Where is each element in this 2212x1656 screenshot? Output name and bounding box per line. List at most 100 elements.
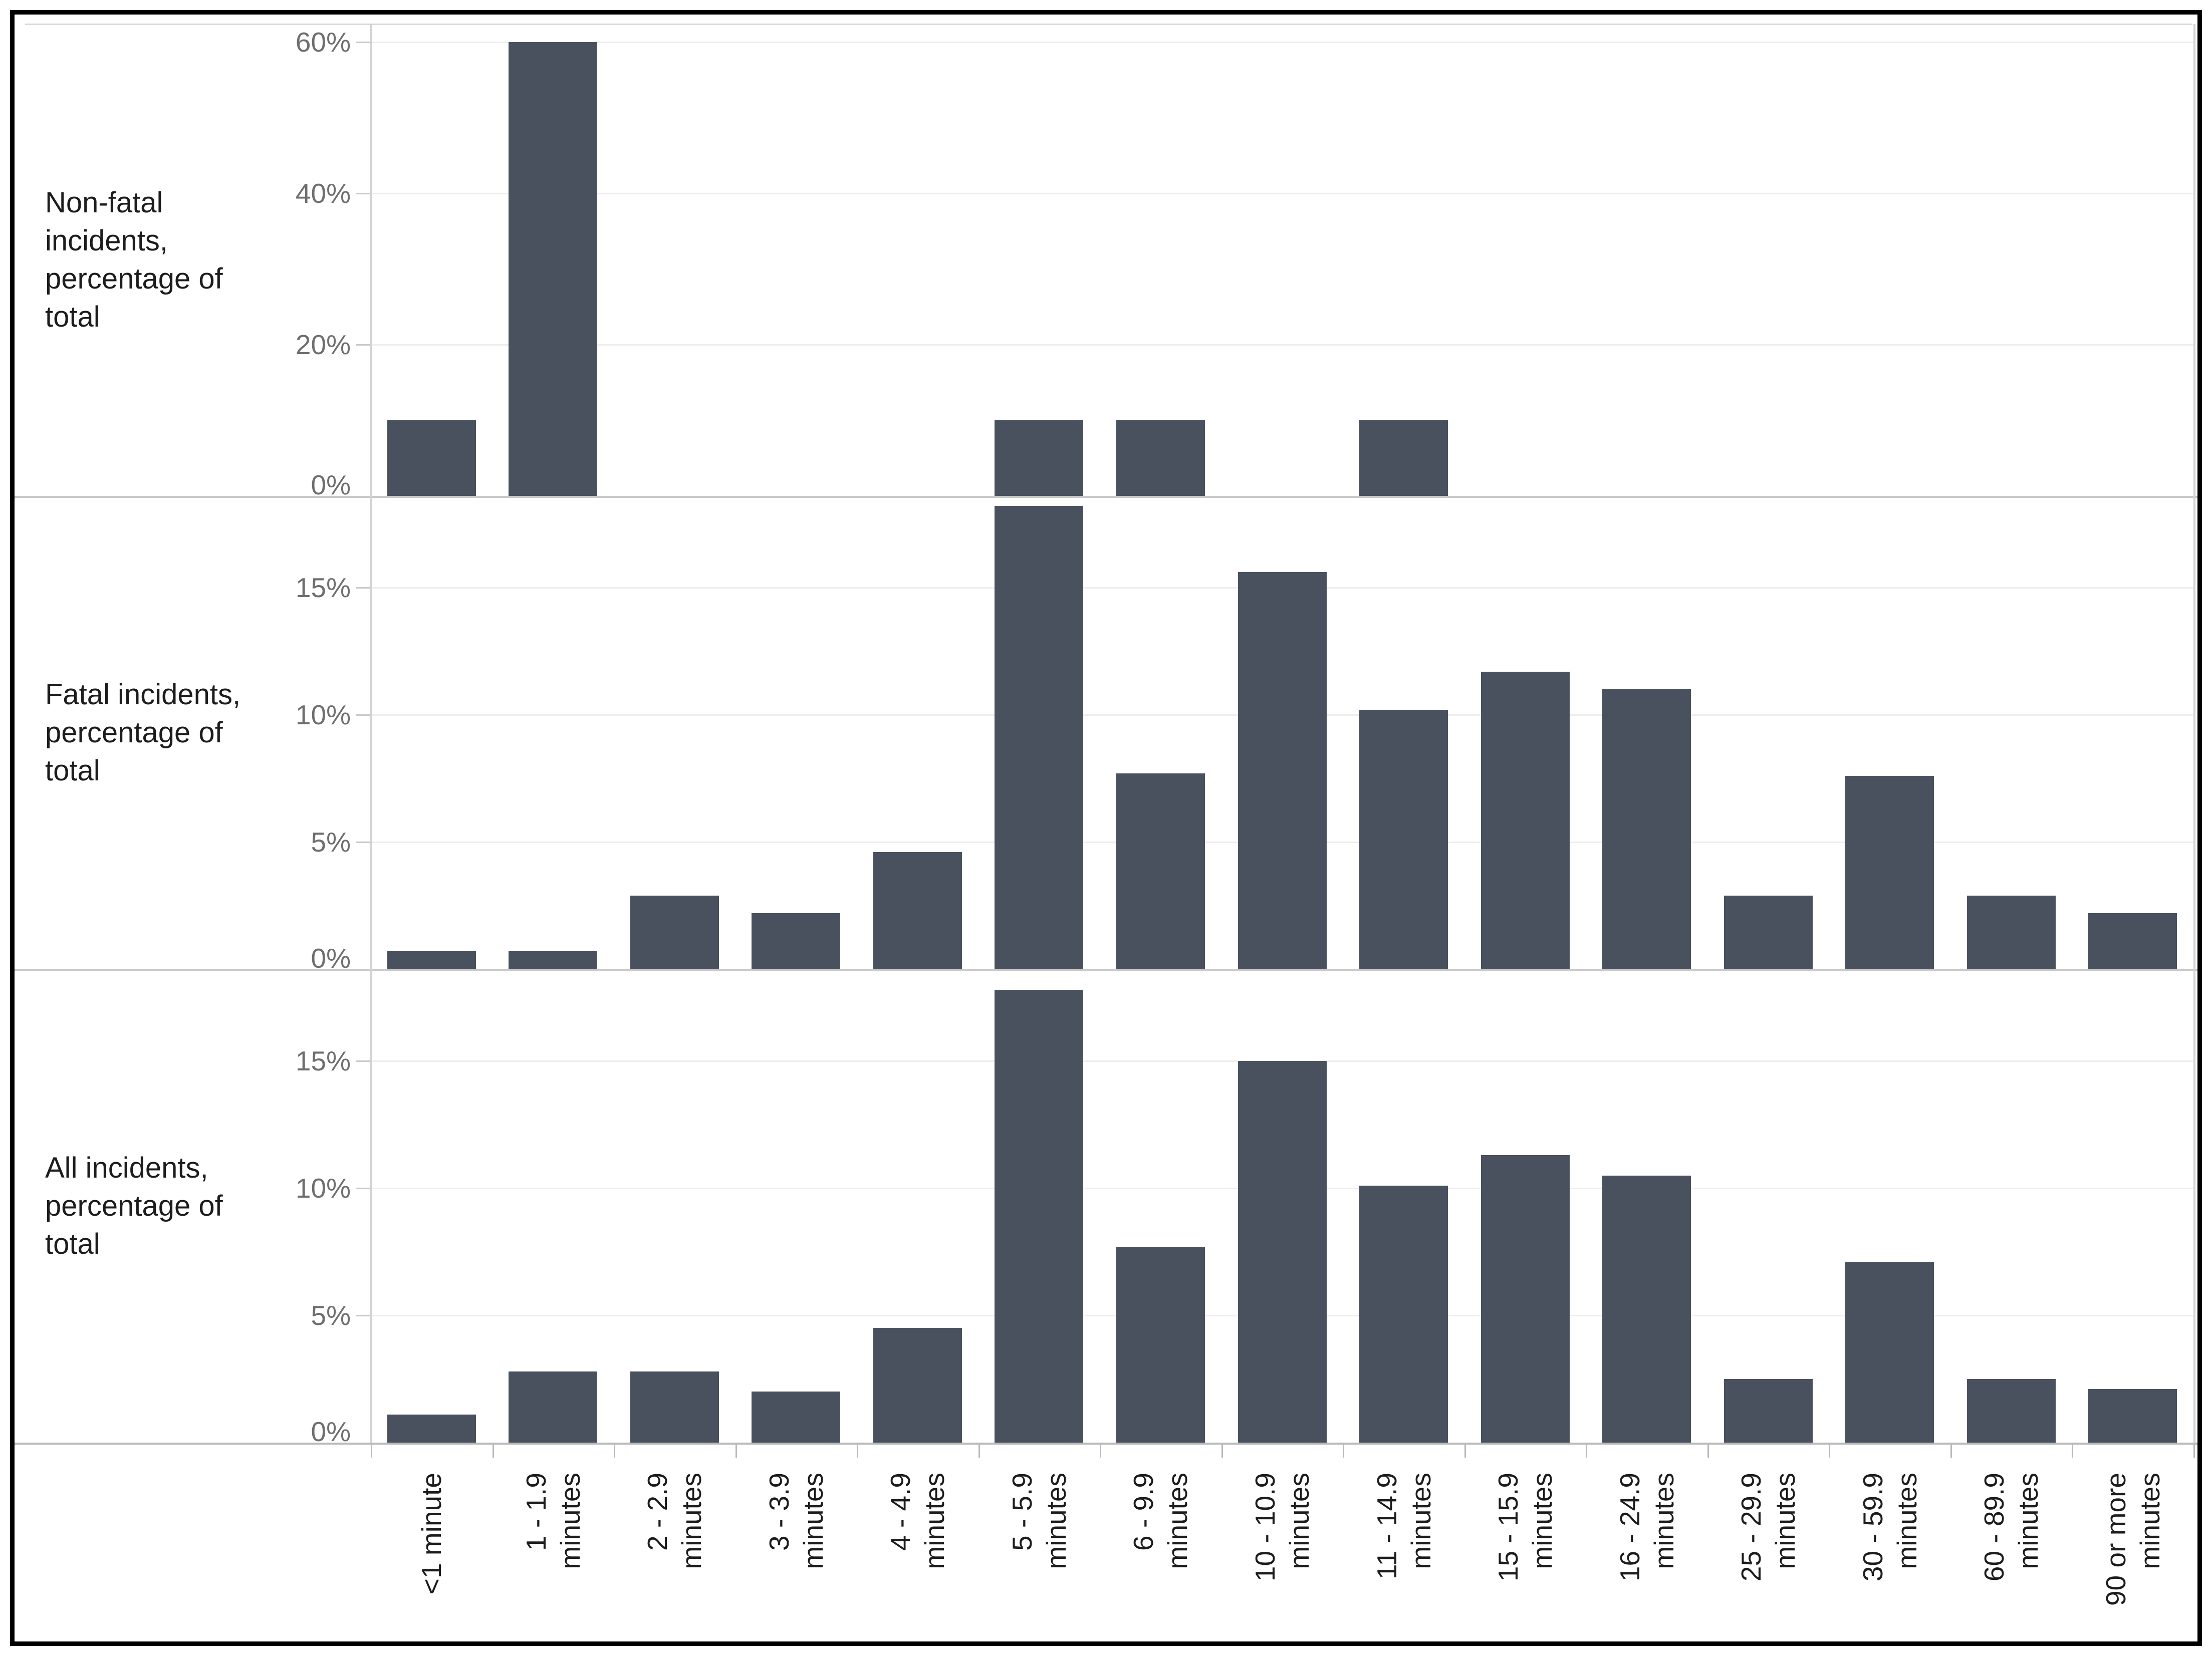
bar-all-6 <box>995 990 1083 1443</box>
x-tick-mark <box>978 1445 980 1458</box>
x-axis-label-9: 11 - 14.9 minutes <box>1370 1473 1438 1648</box>
row-label-all: All incidents, percentage of total <box>45 1149 346 1263</box>
bar-fatal-3 <box>630 896 719 969</box>
y-tick-label: 10% <box>295 699 351 730</box>
y-tick-label: 40% <box>295 178 351 209</box>
x-axis-label-14: 60 - 89.9 minutes <box>1977 1473 2045 1648</box>
plot-right-border <box>2193 24 2195 1443</box>
bar-fatal-14 <box>1967 896 2056 969</box>
y-tick-label: 0% <box>311 1416 351 1447</box>
x-axis-label-line: 5 - 5.9 <box>1007 1473 1038 1551</box>
bar-fatal-9 <box>1359 710 1448 969</box>
x-axis-label-line: minutes <box>2134 1473 2165 1569</box>
bar-non-fatal-6 <box>995 420 1083 496</box>
y-tick-mark <box>356 1315 371 1316</box>
y-axis-line <box>370 24 372 1443</box>
row-label-line: All incidents, <box>45 1152 208 1184</box>
x-axis-label-line: minutes <box>555 1473 586 1569</box>
x-axis-label-line: 3 - 3.9 <box>764 1473 795 1551</box>
x-tick-mark <box>2193 1445 2195 1458</box>
x-axis-label-line: minutes <box>798 1473 829 1569</box>
y-tick-mark <box>356 714 371 716</box>
x-axis-label-line: 15 - 15.9 <box>1493 1473 1524 1582</box>
x-axis-label-line: 1 - 1.9 <box>521 1473 552 1551</box>
row-label-line: total <box>45 754 100 787</box>
bar-non-fatal-7 <box>1116 420 1205 496</box>
bar-all-8 <box>1238 1061 1327 1443</box>
x-tick-mark <box>371 1445 372 1458</box>
y-tick-label: 20% <box>295 329 351 360</box>
x-tick-mark <box>1950 1445 1952 1458</box>
y-tick-label: 10% <box>295 1173 351 1204</box>
bar-all-10 <box>1481 1155 1570 1443</box>
x-axis-label-line: 10 - 10.9 <box>1250 1473 1281 1582</box>
bar-fatal-1 <box>387 951 476 969</box>
x-axis-label-13: 30 - 59.9 minutes <box>1856 1473 1924 1648</box>
x-axis-label-line: 2 - 2.9 <box>642 1473 673 1551</box>
x-axis-label-line: minutes <box>1770 1473 1801 1569</box>
bar-all-12 <box>1724 1379 1813 1443</box>
x-axis-label-7: 6 - 9.9 minutes <box>1126 1473 1194 1648</box>
row-label-line: total <box>45 301 100 333</box>
y-tick-mark <box>356 587 371 589</box>
y-tick-label: 15% <box>295 1045 351 1076</box>
gridline <box>371 344 2193 346</box>
row-label-line: percentage of <box>45 1190 223 1222</box>
bar-all-2 <box>509 1371 597 1443</box>
row-label-line: total <box>45 1228 100 1260</box>
y-tick-mark <box>356 1188 371 1189</box>
bar-non-fatal-1 <box>387 420 476 496</box>
bar-fatal-6 <box>995 506 1083 969</box>
x-tick-mark <box>1586 1445 1587 1458</box>
x-axis-label-line: 90 or more <box>2100 1473 2131 1606</box>
x-axis-label-15: 90 or more minutes <box>2099 1473 2167 1648</box>
x-axis-label-3: 2 - 2.9 minutes <box>640 1473 708 1648</box>
x-tick-mark <box>857 1445 858 1458</box>
x-tick-mark <box>1343 1445 1344 1458</box>
bar-fatal-7 <box>1116 773 1205 969</box>
bar-all-14 <box>1967 1379 2056 1443</box>
bar-fatal-13 <box>1845 776 1934 969</box>
x-axis-label-8: 10 - 10.9 minutes <box>1248 1473 1316 1648</box>
y-tick-label: 0% <box>311 469 351 500</box>
x-axis-label-10: 15 - 15.9 minutes <box>1491 1473 1559 1648</box>
panel-separator <box>15 969 2197 971</box>
x-axis-line <box>15 1443 2197 1445</box>
row-label-line: percentage of <box>45 716 223 749</box>
x-tick-mark <box>1464 1445 1466 1458</box>
bar-all-4 <box>752 1392 840 1443</box>
x-axis-label-line: minutes <box>1527 1473 1558 1569</box>
x-axis-label-5: 4 - 4.9 minutes <box>883 1473 951 1648</box>
x-axis-label-4: 3 - 3.9 minutes <box>762 1473 830 1648</box>
bar-non-fatal-9 <box>1359 420 1448 496</box>
x-axis-label-line: minutes <box>1284 1473 1315 1569</box>
y-tick-label: 60% <box>295 27 351 58</box>
chart-top-border <box>25 24 2192 25</box>
x-axis-label-line: minutes <box>1648 1473 1679 1569</box>
y-tick-label: 5% <box>311 1300 351 1331</box>
x-axis-label-line: <1 minute <box>416 1473 447 1595</box>
y-tick-mark <box>356 193 371 194</box>
bar-fatal-11 <box>1602 689 1691 969</box>
y-tick-mark <box>356 344 371 346</box>
y-tick-label: 0% <box>311 943 351 974</box>
x-axis-label-line: minutes <box>919 1473 950 1569</box>
x-axis-label-line: 4 - 4.9 <box>885 1473 916 1551</box>
row-label-fatal: Fatal incidents, percentage of total <box>45 676 346 790</box>
bar-fatal-12 <box>1724 896 1813 969</box>
x-axis-label-line: minutes <box>1405 1473 1436 1569</box>
bar-all-1 <box>387 1415 476 1443</box>
gridline <box>371 42 2193 43</box>
x-axis-label-line: 16 - 24.9 <box>1614 1473 1645 1582</box>
row-label-line: Fatal incidents, <box>45 678 241 711</box>
x-tick-mark <box>1707 1445 1709 1458</box>
y-tick-label: 15% <box>295 572 351 603</box>
y-tick-label: 5% <box>311 826 351 858</box>
bar-all-3 <box>630 1371 719 1443</box>
x-axis-label-line: minutes <box>2013 1473 2044 1569</box>
row-label-line: incidents, <box>45 224 168 257</box>
y-tick-mark <box>356 42 371 43</box>
x-axis-label-line: minutes <box>676 1473 707 1569</box>
